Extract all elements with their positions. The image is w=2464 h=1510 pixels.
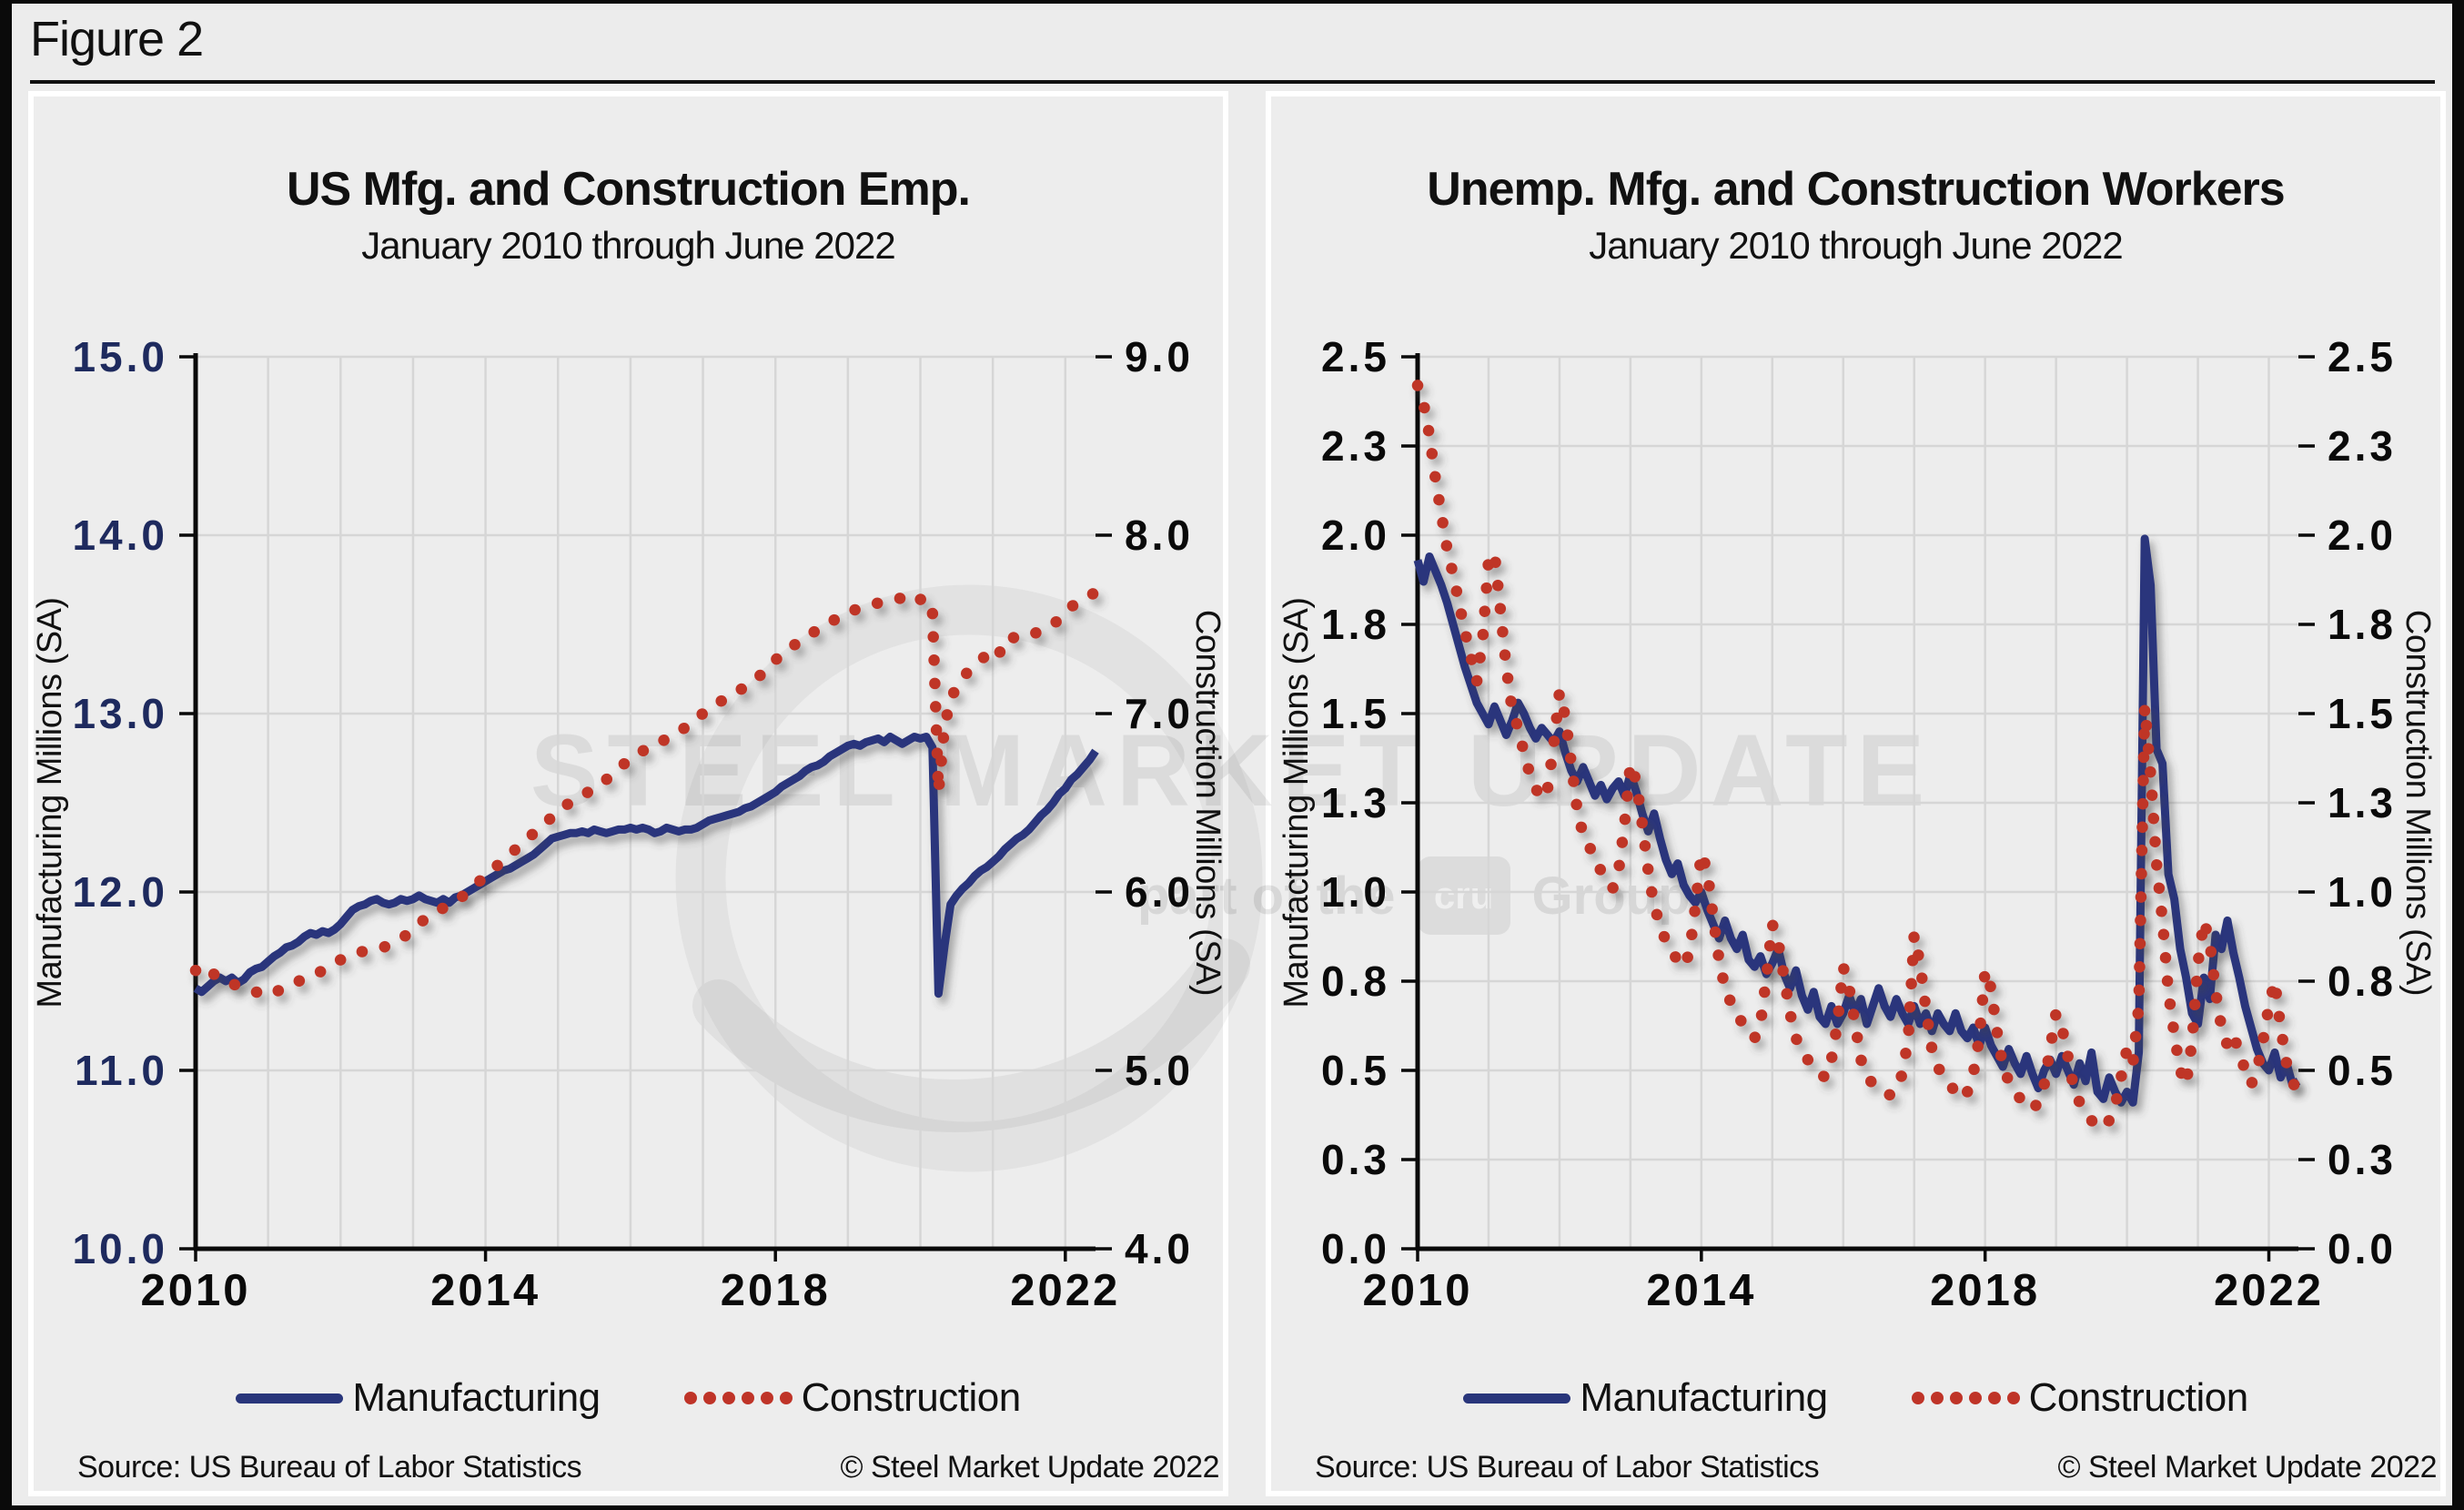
figure-title: Figure 2 [30,12,204,66]
watermark-logo-box: cru [1417,856,1510,935]
construction-dots-swatch [1911,1392,2020,1404]
employment-right-axis-title: Construction Millions (SA) [1188,609,1227,997]
unemployment-chart-title: Unemp. Mfg. and Construction Workers [1427,163,2285,216]
employment-copyright-text: © Steel Market Update 2022 [840,1449,1219,1485]
manufacturing-line-swatch [236,1393,344,1404]
employment-left-axis-title: Manufacturing Millions (SA) [31,597,69,1008]
watermark-tagline-pre: part of the [1137,866,1396,926]
unemployment-source-text: Source: US Bureau of Labor Statistics [1315,1449,1820,1485]
construction-dots-swatch [683,1392,793,1404]
watermark-brand-text: STEEL MARKET UPDATE [530,714,1934,827]
employment-chart-title: US Mfg. and Construction Emp. [287,163,971,216]
construction-legend-label: Construction [2028,1375,2249,1420]
unemployment-source-row: Source: US Bureau of Labor Statistics © … [1266,1447,2446,1487]
unemployment-chart-subtitle: January 2010 through June 2022 [1589,224,2124,267]
manufacturing-legend-label: Manufacturing [352,1375,601,1420]
construction-legend-label: Construction [801,1375,1022,1420]
manufacturing-legend-label: Manufacturing [1580,1375,1828,1420]
header-divider [30,80,2435,84]
unemployment-left-axis-title: Manufacturing Millions (SA) [1277,597,1316,1008]
manufacturing-line-swatch [1463,1393,1571,1404]
employment-chart-subtitle: January 2010 through June 2022 [361,224,896,267]
unemployment-right-axis-title: Construction Millions (SA) [2398,609,2437,997]
employment-legend: Manufacturing Construction [28,1373,1228,1424]
employment-source-text: Source: US Bureau of Labor Statistics [77,1449,582,1485]
watermark-tagline-post: Group [1531,866,1691,926]
unemployment-legend: Manufacturing Construction [1266,1373,2446,1424]
unemployment-copyright-text: © Steel Market Update 2022 [2057,1449,2437,1485]
employment-source-row: Source: US Bureau of Labor Statistics © … [28,1447,1228,1487]
